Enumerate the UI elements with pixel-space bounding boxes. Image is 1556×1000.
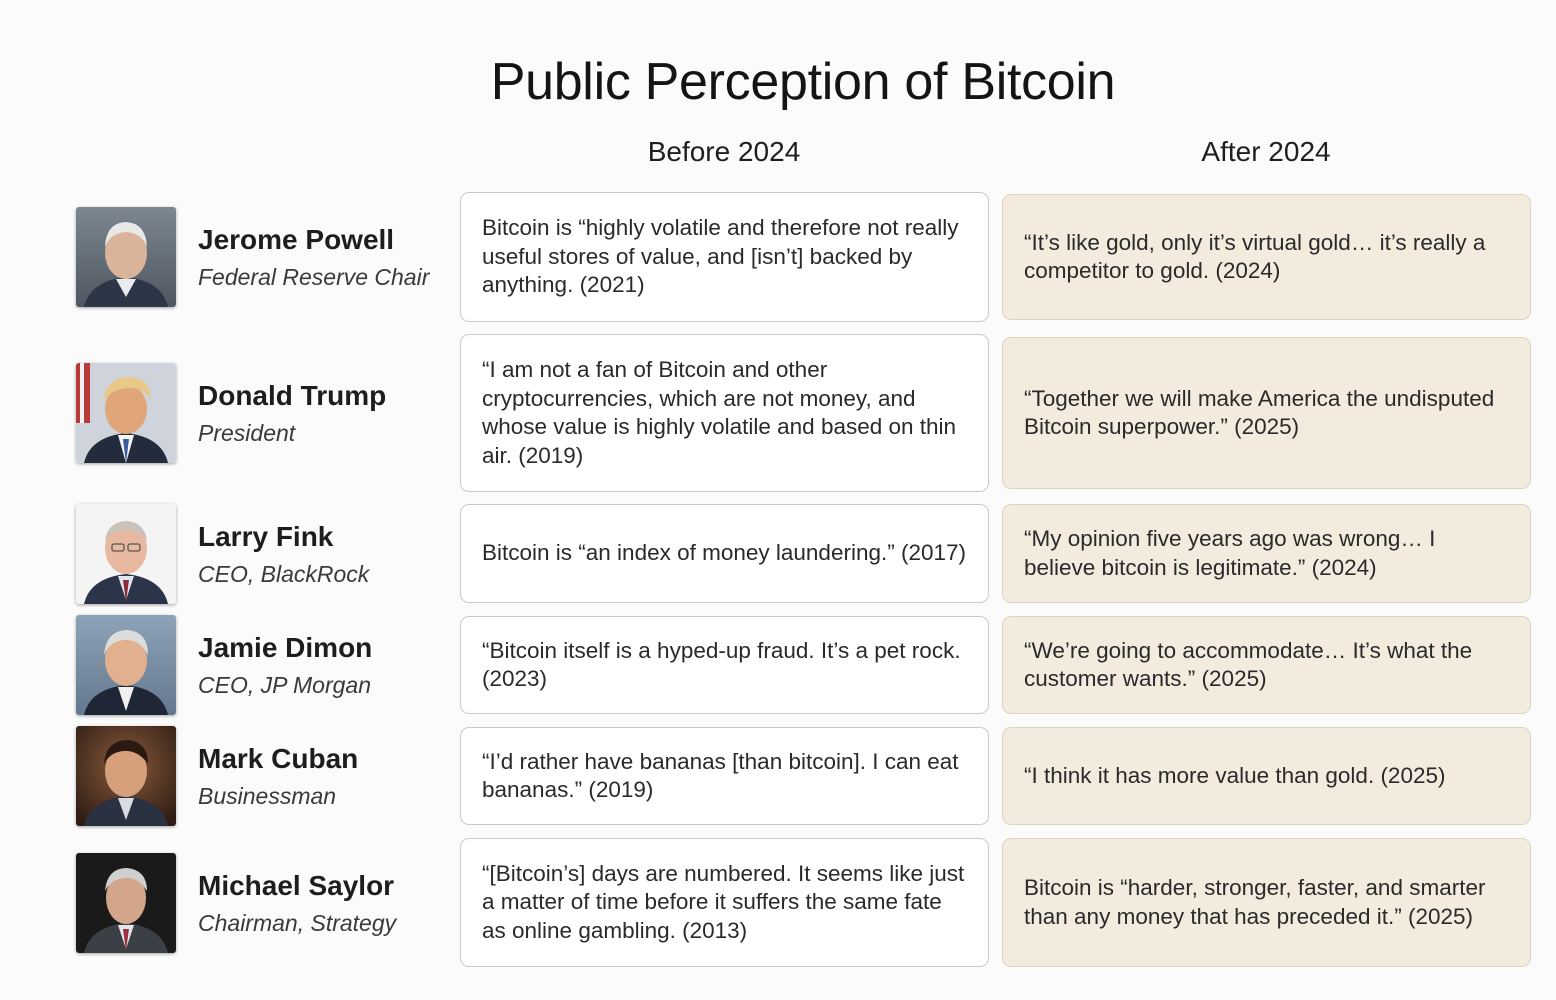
person-row-header: Michael Saylor Chairman, Strategy (76, 853, 454, 953)
person-name: Jerome Powell (198, 224, 395, 255)
person-name: Jamie Dimon (198, 632, 373, 663)
person-role: CEO, JP Morgan (198, 672, 371, 698)
column-header-before: Before 2024 (647, 136, 801, 167)
quote-card-after: “We’re going to accommodate… It’s what t… (1002, 616, 1531, 714)
person-name: Larry Fink (198, 521, 334, 552)
quote-card-after: “Together we will make America the undis… (1002, 337, 1531, 489)
person-name: Michael Saylor (198, 870, 395, 901)
quote-card-after: “It’s like gold, only it’s virtual gold…… (1002, 194, 1531, 320)
quote-card-before: Bitcoin is “highly volatile and therefor… (460, 192, 989, 322)
quote-card-before: “[Bitcoin’s] days are numbered. It seems… (460, 838, 989, 967)
person-row-header: Mark Cuban Businessman (76, 726, 454, 826)
person-name: Mark Cuban (198, 743, 359, 774)
column-header-after: After 2024 (1201, 136, 1331, 167)
person-row-header: Donald Trump President (76, 363, 454, 463)
person-role: President (198, 420, 296, 446)
quote-card-before: “I’d rather have bananas [than bitcoin].… (460, 727, 989, 825)
person-row-header: Jerome Powell Federal Reserve Chair (76, 207, 454, 307)
portrait-photo (76, 504, 176, 604)
portrait-photo (76, 853, 176, 953)
quote-card-before: Bitcoin is “an index of money laundering… (460, 504, 989, 603)
portrait-photo (76, 207, 176, 307)
quote-card-before: “Bitcoin itself is a hyped-up fraud. It’… (460, 616, 989, 714)
quote-card-after: Bitcoin is “harder, stronger, faster, an… (1002, 838, 1531, 967)
person-role: Federal Reserve Chair (198, 264, 430, 290)
person-row-header: Larry Fink CEO, BlackRock (76, 504, 454, 604)
portrait-photo (76, 726, 176, 826)
quote-card-after: “My opinion five years ago was wrong… I … (1002, 504, 1531, 603)
person-role: CEO, BlackRock (198, 561, 370, 587)
person-name: Donald Trump (198, 380, 387, 411)
quote-card-before: “I am not a fan of Bitcoin and other cry… (460, 334, 989, 492)
person-role: Chairman, Strategy (198, 910, 397, 936)
quote-card-after: “I think it has more value than gold. (2… (1002, 727, 1531, 825)
person-row-header: Jamie Dimon CEO, JP Morgan (76, 615, 454, 715)
person-role: Businessman (198, 783, 337, 809)
page-title: Public Perception of Bitcoin (490, 53, 1116, 111)
portrait-photo (76, 615, 176, 715)
portrait-photo (76, 363, 176, 463)
